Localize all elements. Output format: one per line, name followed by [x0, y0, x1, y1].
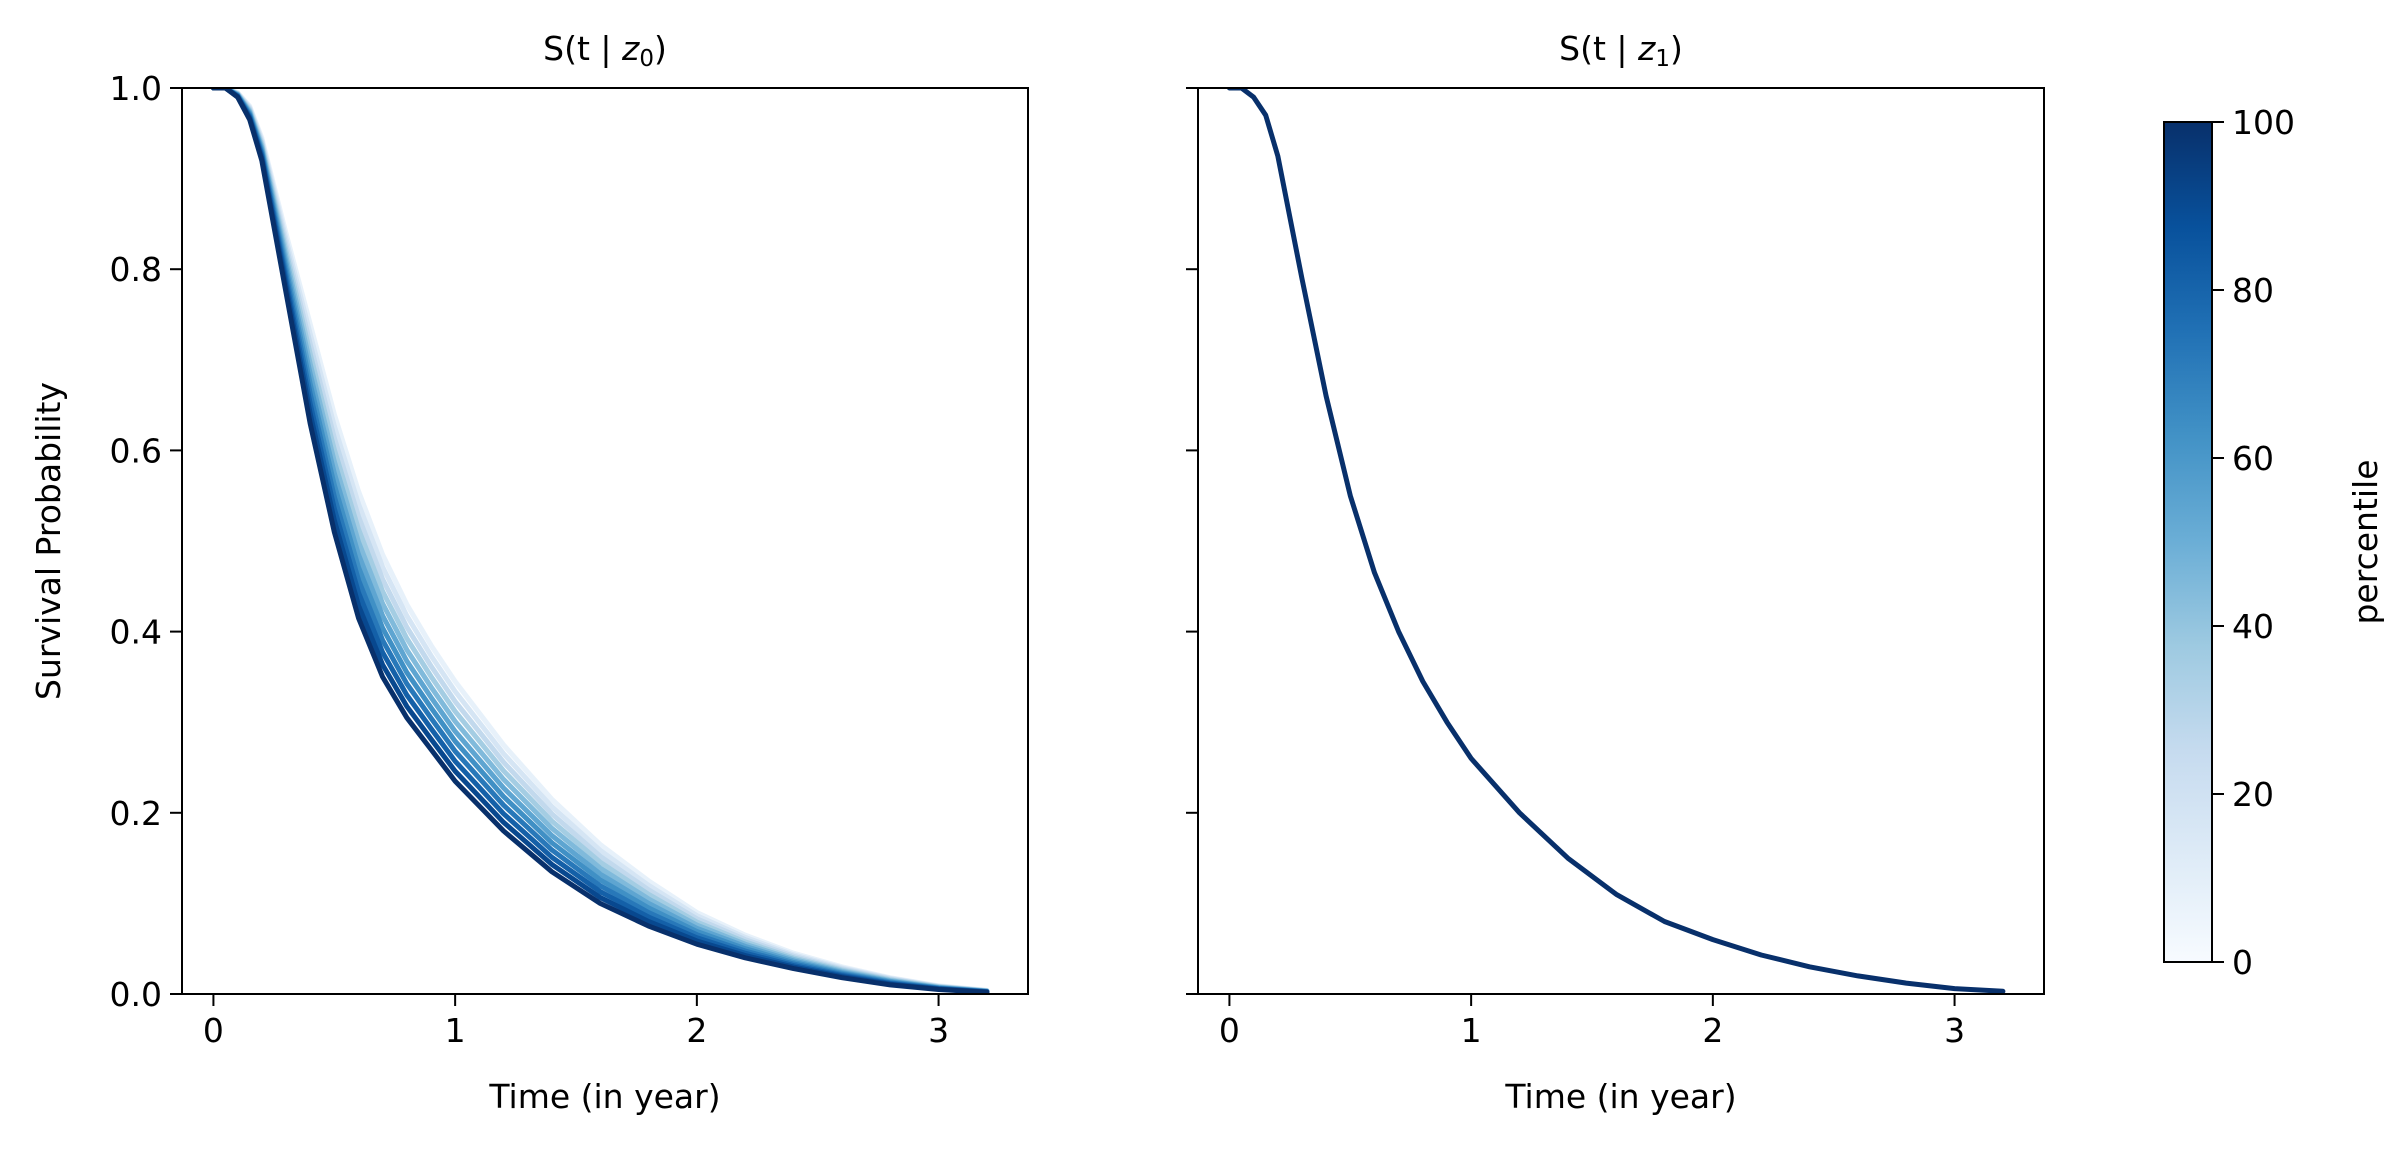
colorbar-tick-label: 60: [2232, 439, 2274, 478]
x-tick-label: 0: [1219, 1011, 1240, 1050]
right-axes-frame: [1197, 87, 2045, 995]
y-tick-label: 0.6: [110, 431, 162, 470]
right-panel: S(t | z1) 0 1 2 3 Time (in year): [1186, 29, 2045, 1116]
colorbar-label: percentile: [2346, 459, 2385, 624]
right-x-axis: 0 1 2 3: [1219, 994, 1965, 1050]
left-panel: S(t | z0) 0.0 0.2 0.4 0.6 0.8 1.0 0 1 2 3 Time (…: [29, 29, 1029, 1116]
y-tick-label: 0.4: [110, 613, 162, 652]
left-axes-frame: [181, 87, 1029, 995]
x-tick-label: 1: [1461, 1011, 1482, 1050]
left-line-group: [210, 88, 990, 994]
right-x-axis-label: Time (in year): [1504, 1077, 1736, 1116]
colorbar: 0 20 40 60 80 100 percentile: [2163, 103, 2385, 982]
x-tick-label: 2: [686, 1011, 707, 1050]
y-tick-label: 0.8: [110, 250, 162, 289]
percentile-line: [210, 88, 990, 994]
left-y-axis: 0.0 0.2 0.4 0.6 0.8 1.0: [110, 69, 182, 1014]
colorbar-ticks: 0 20 40 60 80 100: [2212, 103, 2295, 982]
x-tick-label: 2: [1702, 1011, 1723, 1050]
x-tick-label: 1: [445, 1011, 466, 1050]
y-tick-label: 0.0: [110, 975, 162, 1014]
x-tick-label: 0: [203, 1011, 224, 1050]
colorbar-tick-label: 20: [2232, 775, 2274, 814]
colorbar-tick-label: 40: [2232, 607, 2274, 646]
y-tick-label: 1.0: [110, 69, 162, 108]
left-x-axis: 0 1 2 3: [203, 994, 949, 1050]
colorbar-tick-label: 100: [2232, 103, 2295, 142]
y-tick-label: 0.2: [110, 794, 162, 833]
colorbar-tick-label: 80: [2232, 271, 2274, 310]
left-panel-title: S(t | z0): [543, 29, 667, 72]
right-line-group: [1226, 88, 2006, 994]
percentile-line: [210, 88, 990, 994]
right-y-axis: [1186, 87, 1198, 995]
left-y-axis-label: Survival Probability: [29, 382, 68, 700]
colorbar-tick-label: 0: [2232, 943, 2253, 982]
left-x-axis-label: Time (in year): [488, 1077, 720, 1116]
colorbar-gradient: [2163, 121, 2213, 963]
x-tick-label: 3: [928, 1011, 949, 1050]
right-panel-title: S(t | z1): [1559, 29, 1683, 72]
x-tick-label: 3: [1944, 1011, 1965, 1050]
survival-curve-line: [1226, 88, 2006, 994]
